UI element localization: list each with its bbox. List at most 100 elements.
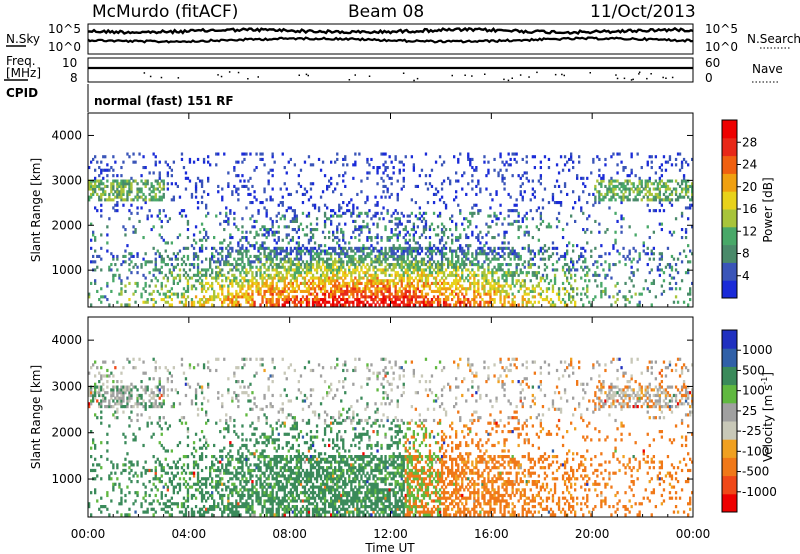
heatmap-cell <box>100 182 103 186</box>
heatmap-cell <box>539 287 543 291</box>
heatmap-cell <box>336 284 339 288</box>
heatmap-cell <box>604 292 607 296</box>
heatmap-cell <box>202 228 206 232</box>
heatmap-cell <box>309 163 313 167</box>
heatmap-cell <box>251 298 254 302</box>
heatmap-cell <box>114 410 117 414</box>
heatmap-cell <box>455 284 458 288</box>
heatmap-cell <box>493 265 496 269</box>
heatmap-cell <box>295 284 299 288</box>
heatmap-cell <box>174 257 178 261</box>
heatmap-cell <box>402 300 405 304</box>
heatmap-cell <box>519 271 522 275</box>
heatmap-cell <box>263 284 266 288</box>
heatmap-cell <box>360 246 363 250</box>
heatmap-cell <box>291 238 295 242</box>
heatmap-cell <box>479 292 482 296</box>
heatmap-cell <box>344 222 347 226</box>
heatmap-cell <box>285 252 288 256</box>
heatmap-cell <box>273 276 276 280</box>
heatmap-cell <box>509 157 512 161</box>
heatmap-cell <box>557 292 561 296</box>
heatmap-cell <box>459 284 462 288</box>
heatmap-cell <box>503 230 506 234</box>
nave-dots <box>143 71 674 82</box>
heatmap-cell <box>334 284 337 288</box>
heatmap-cell <box>638 182 641 186</box>
heatmap-cell <box>551 300 555 304</box>
heatmap-cell <box>178 276 182 280</box>
heatmap-cell <box>380 281 383 285</box>
heatmap-cell <box>568 265 571 269</box>
heatmap-cell <box>332 271 335 275</box>
heatmap-cell <box>529 198 532 202</box>
nave-dot <box>507 79 510 82</box>
heatmap-cell <box>400 257 403 261</box>
heatmap-cell <box>164 493 167 498</box>
heatmap-cell <box>634 198 637 202</box>
heatmap-cell <box>574 201 577 205</box>
heatmap-cell <box>281 298 284 302</box>
heatmap-cell <box>493 157 496 161</box>
heatmap-cell <box>392 249 395 253</box>
heatmap-cell <box>428 257 432 261</box>
heatmap-cell <box>477 260 480 264</box>
heatmap-cell <box>592 298 595 302</box>
heatmap-cell <box>511 174 514 178</box>
heatmap-cell <box>229 233 232 237</box>
heatmap-cell <box>475 249 478 253</box>
heatmap-cell <box>356 265 359 269</box>
heatmap-cell <box>154 466 157 470</box>
heatmap-cell <box>348 257 351 261</box>
heatmap-cell <box>271 233 274 237</box>
heatmap-cell <box>477 284 480 288</box>
heatmap-cell <box>194 252 198 256</box>
heatmap-cell <box>307 263 311 267</box>
heatmap-cell <box>255 152 258 156</box>
heatmap-cell <box>160 260 163 264</box>
heatmap-cell <box>537 179 541 183</box>
heatmap-cell <box>303 281 307 285</box>
heatmap-cell <box>471 298 474 302</box>
heatmap-cell <box>122 468 125 473</box>
heatmap-cell <box>406 284 409 288</box>
colorbar-tick-label: 28 <box>742 135 757 149</box>
heatmap-cell <box>285 233 288 237</box>
heatmap-cell <box>267 298 270 302</box>
heatmap-cell <box>184 276 188 280</box>
heatmap-cell <box>374 298 377 302</box>
heatmap-cell <box>449 284 452 288</box>
heatmap-cell <box>154 471 157 475</box>
heatmap-cell <box>307 155 311 159</box>
heatmap-cell <box>164 295 167 299</box>
heatmap-cell <box>497 246 500 250</box>
heatmap-cell <box>202 287 206 291</box>
heatmap-cell <box>457 279 460 283</box>
heatmap-cell <box>674 187 678 191</box>
heatmap-cell <box>352 284 355 288</box>
heatmap-cell <box>315 249 319 253</box>
heatmap-cell <box>340 228 343 232</box>
heatmap-cell <box>487 230 490 234</box>
heatmap-cell <box>398 295 401 299</box>
heatmap-cell <box>200 201 204 205</box>
heatmap-cell <box>116 388 119 392</box>
heatmap-cell <box>184 300 188 304</box>
heatmap-cell <box>279 246 282 250</box>
heatmap-cell <box>142 287 145 291</box>
heatmap-cell <box>253 300 256 304</box>
heatmap-cell <box>259 228 262 232</box>
heatmap-cell <box>305 295 309 299</box>
heatmap-cell <box>237 244 240 248</box>
heatmap-cell <box>410 300 414 304</box>
heatmap-cell <box>303 187 307 191</box>
heatmap-cell <box>382 295 385 299</box>
heatmap-cell <box>283 276 286 280</box>
heatmap-cell <box>535 273 539 277</box>
heatmap-cell <box>162 184 165 188</box>
heatmap-cell <box>418 246 422 250</box>
heatmap-cell <box>136 281 139 285</box>
heatmap-cell <box>463 254 466 258</box>
heatmap-cell <box>326 300 329 304</box>
heatmap-cell <box>463 171 466 175</box>
